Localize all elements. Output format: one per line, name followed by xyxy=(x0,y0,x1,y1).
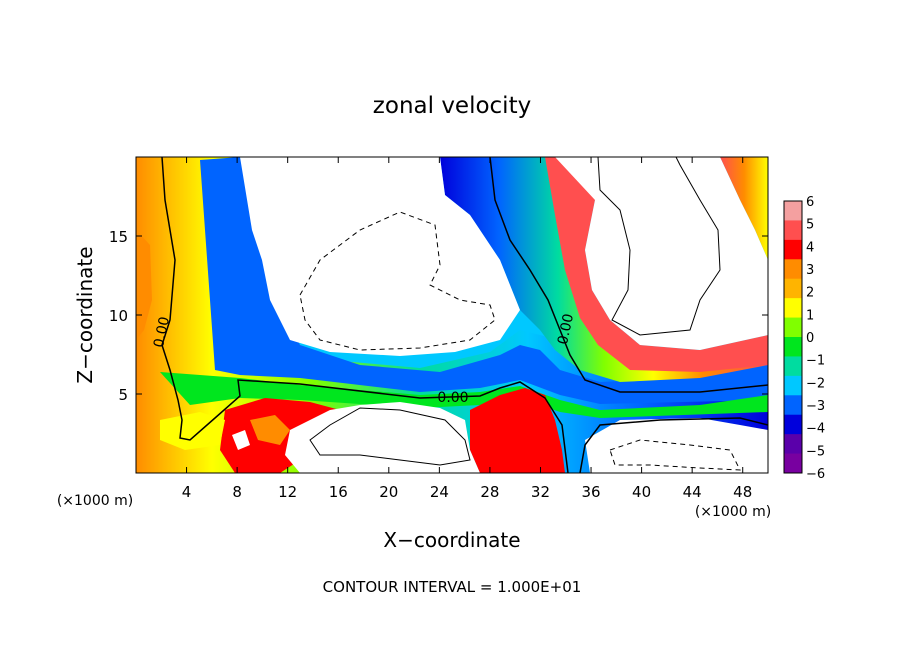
dashed-contour-upper-left xyxy=(299,211,496,351)
contour-lines xyxy=(161,157,768,473)
x-tick-label-40: 40 xyxy=(632,483,651,501)
plot-frame xyxy=(135,156,769,474)
colorbar-label-12: −6 xyxy=(806,467,825,482)
x-tick-label-44: 44 xyxy=(683,483,702,501)
x-tick-label-20: 20 xyxy=(379,483,398,501)
colorbar-swatch-1 xyxy=(784,220,802,241)
field-lower-red-mid xyxy=(470,388,565,473)
colorbar-swatch-0 xyxy=(784,201,802,221)
colorbar-swatch-8 xyxy=(784,356,802,377)
colorbar-swatch-5 xyxy=(784,298,802,319)
field-lower-band xyxy=(200,157,768,404)
colorbar-label-1: 5 xyxy=(806,218,814,233)
colorbar-label-3: 3 xyxy=(806,263,814,278)
colorbar xyxy=(783,200,803,474)
y-tick-marks xyxy=(136,235,768,395)
colorbar-swatch-10 xyxy=(784,395,802,416)
colorbar-label-7: −1 xyxy=(806,354,825,369)
field-right-warm xyxy=(545,157,768,372)
x-tick-label-36: 36 xyxy=(581,483,600,501)
colorbar-border xyxy=(783,200,803,474)
x-tick-label-28: 28 xyxy=(480,483,499,501)
y-axis-label: Z−coordinate xyxy=(73,246,97,383)
colorbar-label-2: 4 xyxy=(806,240,814,255)
x-unit-left: (×1000 m) xyxy=(57,493,133,509)
colorbar-swatch-3 xyxy=(784,259,802,280)
colorbar-label-10: −4 xyxy=(806,422,825,437)
colorbar-swatch-2 xyxy=(784,239,802,260)
colorbar-label-0: 6 xyxy=(806,195,814,210)
y-tick-label-5: 5 xyxy=(118,386,128,404)
colorbar-swatch-11 xyxy=(784,414,802,435)
colorbar-swatch-9 xyxy=(784,375,802,396)
colorbar-label-11: −5 xyxy=(806,444,825,459)
x-tick-label-8: 8 xyxy=(232,483,242,501)
colorbar-swatch-7 xyxy=(784,337,802,357)
colorbar-swatch-13 xyxy=(784,453,802,474)
field-lower-orange xyxy=(250,415,290,445)
field-white-upper-left xyxy=(240,157,520,356)
field-white-lower-right xyxy=(585,418,768,473)
colorbar-label-4: 2 xyxy=(806,286,814,301)
x-tick-label-24: 24 xyxy=(430,483,449,501)
x-unit-right: (×1000 m) xyxy=(695,504,771,520)
field-middle-band xyxy=(440,157,768,382)
colorbar-label-5: 1 xyxy=(806,308,814,323)
zero-contour-bottom xyxy=(579,417,768,473)
zero-contour-left xyxy=(161,157,569,473)
colorbar-swatch-4 xyxy=(784,278,802,299)
colorbar-swatch-6 xyxy=(784,317,802,338)
velocity-field xyxy=(136,157,768,473)
contour-label-middle: 0.00 xyxy=(437,390,468,406)
contour-label-right: 0.00 xyxy=(555,312,577,346)
field-white-upper-right xyxy=(555,157,768,350)
y-tick-label-15: 15 xyxy=(109,228,128,246)
y-tick-labels: 5 10 15 xyxy=(109,228,128,404)
y-tick-label-10: 10 xyxy=(109,307,128,325)
solid-contour-lower-left xyxy=(309,407,471,466)
x-tick-labels: 4 8 12 16 20 24 28 32 36 40 44 48 xyxy=(182,483,752,501)
field-right-edge xyxy=(720,157,768,260)
colorbar-label-6: 0 xyxy=(806,331,814,346)
colorbar-swatch-12 xyxy=(784,434,802,455)
contour-label-left: 0.00 xyxy=(151,315,173,349)
x-axis-label: X−coordinate xyxy=(383,528,520,552)
x-tick-label-16: 16 xyxy=(329,483,348,501)
contour-labels: 0.00 0.00 0.00 xyxy=(151,312,577,406)
chart-title: zonal velocity xyxy=(373,93,531,119)
x-tick-label-4: 4 xyxy=(182,483,192,501)
field-left-edge xyxy=(136,230,152,340)
x-tick-label-12: 12 xyxy=(278,483,297,501)
field-white-small-left xyxy=(232,430,250,450)
x-tick-label-32: 32 xyxy=(531,483,550,501)
x-tick-marks xyxy=(186,157,744,473)
zero-contour-upper xyxy=(489,157,768,393)
solid-contour-upper-right xyxy=(597,157,721,336)
colorbar-label-9: −3 xyxy=(806,399,825,414)
contour-interval-note: CONTOUR INTERVAL = 1.000E+01 xyxy=(323,578,582,596)
dashed-contour-lower-right xyxy=(609,439,741,471)
x-tick-label-48: 48 xyxy=(733,483,752,501)
colorbar-labels: 6 5 4 3 2 1 0 −1 −2 −3 −4 −5 −6 xyxy=(806,195,825,482)
field-green-band xyxy=(160,372,768,418)
field-lower-left-yellow xyxy=(160,412,225,450)
colorbar-label-8: −2 xyxy=(806,376,825,391)
